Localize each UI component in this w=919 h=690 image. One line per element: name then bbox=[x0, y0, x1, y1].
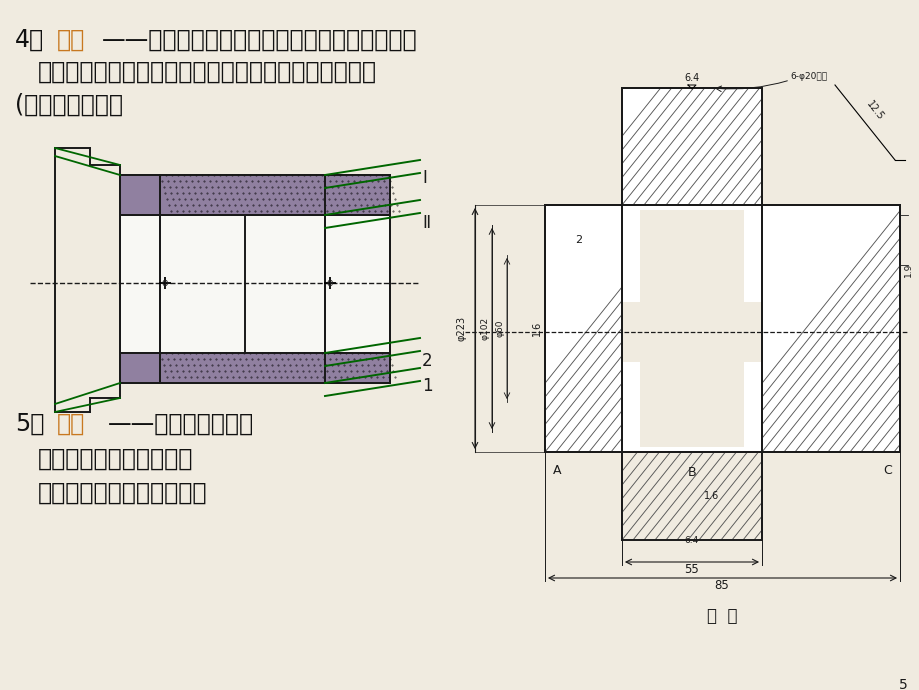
Text: φ223: φ223 bbox=[457, 315, 467, 341]
Bar bbox=[119, 215, 390, 353]
Text: (即每一次切削）: (即每一次切削） bbox=[15, 93, 123, 117]
Text: ——同一加工表面加工余量较大，可以分作几次: ——同一加工表面加工余量较大，可以分作几次 bbox=[102, 28, 417, 52]
Text: 成的那部分工序称为安装。: 成的那部分工序称为安装。 bbox=[38, 481, 208, 505]
Text: ——在一道工序中，: ——在一道工序中， bbox=[108, 412, 254, 436]
Text: 5: 5 bbox=[898, 678, 907, 690]
Text: 1.6: 1.6 bbox=[531, 320, 541, 335]
Text: φ60: φ60 bbox=[495, 319, 505, 337]
Text: 6-φ20均布: 6-φ20均布 bbox=[789, 72, 826, 81]
Bar bbox=[119, 353, 160, 383]
Text: 6.4: 6.4 bbox=[684, 73, 698, 83]
Bar bbox=[640, 210, 743, 447]
Text: C: C bbox=[882, 464, 891, 477]
Text: B: B bbox=[686, 466, 696, 479]
Text: 工作进给，每次工作进给所完成的工步称为一次走刀。: 工作进给，每次工作进给所完成的工步称为一次走刀。 bbox=[38, 60, 377, 84]
Text: 55: 55 bbox=[684, 563, 698, 576]
Bar bbox=[160, 175, 390, 215]
Text: 1.6: 1.6 bbox=[704, 491, 719, 501]
Text: 1: 1 bbox=[422, 377, 432, 395]
Text: 6.4: 6.4 bbox=[684, 536, 698, 545]
Text: 2: 2 bbox=[422, 352, 432, 370]
Bar bbox=[621, 302, 761, 362]
Text: 2: 2 bbox=[574, 235, 582, 245]
Bar bbox=[544, 205, 899, 452]
Text: 5、: 5、 bbox=[15, 412, 44, 436]
Bar bbox=[160, 353, 390, 383]
Text: 4、: 4、 bbox=[15, 28, 44, 52]
Text: φ102: φ102 bbox=[481, 317, 490, 339]
Text: φ: φ bbox=[162, 278, 168, 288]
Text: Ⅰ: Ⅰ bbox=[422, 169, 426, 187]
Text: Ⅱ: Ⅱ bbox=[422, 214, 430, 232]
Text: 走刀: 走刀 bbox=[57, 28, 85, 52]
Text: 1.9: 1.9 bbox=[903, 263, 912, 277]
Text: 轮  坯: 轮 坯 bbox=[706, 607, 736, 625]
Text: A: A bbox=[552, 464, 561, 477]
Text: 12.5: 12.5 bbox=[864, 99, 885, 122]
Text: 85: 85 bbox=[714, 579, 729, 592]
Text: 工件每经一次装夹后所完: 工件每经一次装夹后所完 bbox=[38, 447, 193, 471]
Text: 安装: 安装 bbox=[57, 412, 85, 436]
Bar bbox=[119, 175, 160, 215]
Bar bbox=[621, 88, 761, 205]
Text: φ: φ bbox=[326, 278, 333, 288]
